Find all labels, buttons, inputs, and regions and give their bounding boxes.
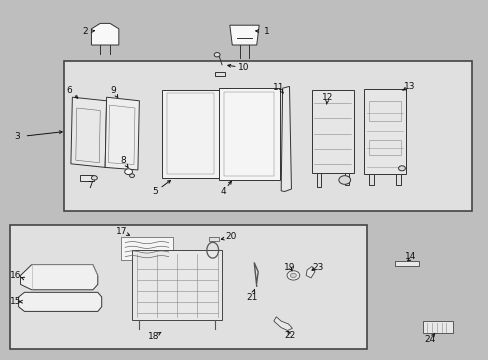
Circle shape <box>214 53 220 57</box>
Bar <box>364 89 405 174</box>
Bar <box>80 175 94 181</box>
Polygon shape <box>105 97 139 170</box>
Text: 11: 11 <box>272 83 284 92</box>
Text: 24: 24 <box>424 335 435 343</box>
Text: 3: 3 <box>14 132 20 141</box>
Text: 13: 13 <box>403 82 415 91</box>
Text: 8: 8 <box>120 156 126 166</box>
Text: 9: 9 <box>110 86 116 95</box>
Circle shape <box>124 169 132 175</box>
Circle shape <box>286 271 299 280</box>
Polygon shape <box>344 173 348 185</box>
Polygon shape <box>305 266 314 278</box>
Text: 5: 5 <box>152 187 158 196</box>
Text: 17: 17 <box>115 227 127 236</box>
Polygon shape <box>395 174 400 184</box>
Circle shape <box>290 273 296 278</box>
Polygon shape <box>316 173 320 187</box>
Polygon shape <box>91 23 119 45</box>
Text: 22: 22 <box>284 331 296 340</box>
Bar <box>214 72 225 76</box>
Text: 6: 6 <box>66 86 72 95</box>
Text: 14: 14 <box>404 252 416 261</box>
Text: 21: 21 <box>245 292 257 302</box>
Circle shape <box>91 176 97 180</box>
Circle shape <box>398 166 405 171</box>
Text: 10: 10 <box>237 63 249 72</box>
Polygon shape <box>71 97 106 167</box>
Text: 4: 4 <box>220 187 226 196</box>
Bar <box>311 90 353 173</box>
Text: 12: 12 <box>321 93 333 102</box>
Text: 18: 18 <box>148 332 160 341</box>
Text: 7: 7 <box>87 181 93 190</box>
Text: 1: 1 <box>263 27 269 36</box>
Bar <box>368 101 400 121</box>
Polygon shape <box>218 88 279 180</box>
Polygon shape <box>20 265 98 290</box>
Text: 23: 23 <box>311 263 323 272</box>
Bar <box>121 237 172 260</box>
Bar <box>422 321 452 333</box>
Bar <box>209 237 219 241</box>
Circle shape <box>129 174 134 177</box>
Text: 16: 16 <box>10 271 21 280</box>
Text: 20: 20 <box>225 233 237 242</box>
Polygon shape <box>19 292 102 311</box>
Bar <box>10 225 366 349</box>
Polygon shape <box>273 317 292 330</box>
Bar <box>63 61 471 211</box>
Text: 2: 2 <box>82 27 88 36</box>
Polygon shape <box>162 90 218 178</box>
Text: 15: 15 <box>10 297 21 306</box>
Bar <box>132 250 222 320</box>
Circle shape <box>338 176 350 184</box>
Text: 19: 19 <box>283 263 295 272</box>
Polygon shape <box>368 174 373 184</box>
Polygon shape <box>281 86 291 192</box>
Bar <box>368 140 400 155</box>
Bar <box>394 261 418 266</box>
Polygon shape <box>229 25 259 45</box>
